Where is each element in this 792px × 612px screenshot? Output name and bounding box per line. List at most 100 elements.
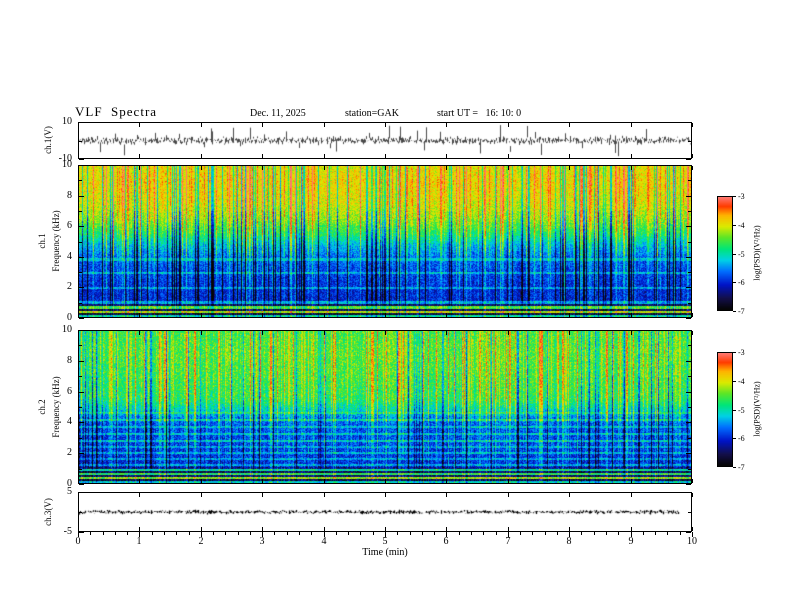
tick-mark: [385, 313, 386, 317]
colorbar-ch1: [717, 196, 733, 311]
tick-mark: [79, 226, 84, 227]
tick-mark: [385, 493, 386, 497]
tick-mark: [324, 154, 325, 158]
ch2-spectrogram-canvas: [79, 331, 691, 483]
tick-mark: [508, 154, 509, 158]
tick-mark: [348, 532, 349, 535]
tick-mark: [569, 331, 570, 335]
tick-mark: [262, 166, 263, 170]
tick-mark: [79, 141, 82, 142]
plot-date: Dec. 11, 2025: [250, 108, 306, 119]
y-tick-label: 6: [67, 386, 72, 397]
tick-mark: [618, 532, 619, 535]
tick-mark: [733, 254, 736, 255]
tick-mark: [201, 479, 202, 483]
tick-mark: [688, 345, 691, 346]
tick-mark: [324, 166, 325, 170]
tick-mark: [201, 493, 202, 497]
tick-mark: [569, 123, 570, 127]
tick-mark: [733, 438, 736, 439]
y-tick-label: 10: [62, 116, 72, 127]
colorbar-ch1-canvas: [718, 197, 732, 310]
tick-mark: [79, 469, 82, 470]
tick-mark: [686, 165, 691, 166]
tick-mark: [385, 532, 386, 537]
tick-mark: [385, 166, 386, 170]
tick-mark: [508, 493, 509, 497]
plot-station: station=GAK: [345, 108, 399, 119]
tick-mark: [688, 272, 691, 273]
tick-mark: [139, 313, 140, 317]
tick-mark: [79, 196, 84, 197]
tick-mark: [78, 166, 79, 170]
ch3-waveform-panel: [78, 492, 692, 532]
tick-mark: [569, 313, 570, 317]
tick-mark: [79, 303, 82, 304]
tick-mark: [733, 381, 736, 382]
tick-mark: [79, 422, 84, 423]
tick-mark: [692, 479, 693, 483]
tick-mark: [631, 166, 632, 170]
tick-mark: [688, 242, 691, 243]
y-tick-label: 8: [67, 190, 72, 201]
tick-mark: [686, 159, 691, 160]
tick-mark: [631, 479, 632, 483]
tick-mark: [90, 532, 91, 535]
colorbar2-axis-label: log(PSD)(V²/Hz): [752, 381, 762, 437]
colorbar-tick-label: -3: [738, 192, 745, 201]
tick-mark: [324, 493, 325, 497]
tick-mark: [686, 330, 691, 331]
tick-mark: [692, 123, 693, 127]
tick-mark: [686, 422, 691, 423]
tick-mark: [446, 313, 447, 317]
y-tick-label: -5: [63, 526, 72, 537]
tick-mark: [139, 527, 140, 531]
tick-mark: [545, 532, 546, 535]
tick-mark: [79, 453, 84, 454]
tick-mark: [385, 154, 386, 158]
tick-mark: [733, 282, 736, 283]
tick-mark: [532, 532, 533, 535]
tick-mark: [78, 123, 79, 127]
tick-mark: [262, 532, 263, 537]
tick-mark: [631, 313, 632, 317]
tick-mark: [385, 479, 386, 483]
y-tick-label: 0: [67, 478, 72, 489]
tick-mark: [483, 532, 484, 535]
colorbar-ch2: [717, 352, 733, 467]
tick-mark: [508, 331, 509, 335]
tick-mark: [688, 469, 691, 470]
tick-mark: [324, 479, 325, 483]
tick-mark: [78, 532, 79, 537]
tick-mark: [733, 410, 736, 411]
colorbar-tick-label: -6: [738, 278, 745, 287]
tick-mark: [79, 407, 82, 408]
tick-mark: [692, 313, 693, 317]
tick-mark: [127, 532, 128, 535]
tick-mark: [686, 532, 691, 533]
x-axis-title: Time (min): [362, 547, 408, 558]
tick-mark: [569, 532, 570, 537]
tick-mark: [336, 532, 337, 535]
tick-mark: [733, 311, 736, 312]
tick-mark: [324, 527, 325, 531]
colorbar-tick-label: -5: [738, 406, 745, 415]
tick-mark: [631, 154, 632, 158]
ch3-waveform-canvas: [79, 493, 691, 531]
tick-mark: [79, 272, 82, 273]
tick-mark: [79, 492, 84, 493]
tick-mark: [733, 352, 736, 353]
tick-mark: [569, 493, 570, 497]
tick-mark: [680, 532, 681, 535]
tick-mark: [631, 527, 632, 531]
tick-mark: [262, 154, 263, 158]
tick-mark: [631, 532, 632, 537]
tick-mark: [274, 532, 275, 535]
tick-mark: [508, 166, 509, 170]
x-tick-label: 0: [75, 536, 81, 547]
tick-mark: [139, 479, 140, 483]
tick-mark: [446, 166, 447, 170]
tick-mark: [152, 532, 153, 535]
tick-mark: [508, 527, 509, 531]
colorbar-tick-label: -3: [738, 348, 745, 357]
